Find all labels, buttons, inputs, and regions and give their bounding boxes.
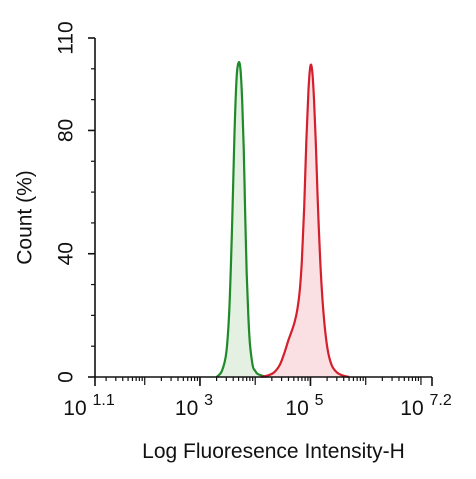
- series-2-line: [261, 63, 350, 379]
- series-2-area: [261, 64, 350, 377]
- y-axis-title: Count (%): [14, 170, 37, 265]
- x-tick-base: 10: [175, 397, 204, 420]
- x-axis-title: Log Fluoresence Intensity-H: [142, 440, 405, 463]
- x-tick-exponent: 5: [315, 392, 324, 409]
- y-tick-label-2: 80: [55, 119, 78, 142]
- x-tick-label-3: 10 7.2: [400, 392, 452, 420]
- series-1-line: [215, 60, 267, 379]
- x-tick-base: 10: [285, 397, 314, 420]
- y-tick-label-3: 110: [55, 21, 78, 54]
- series-1-area: [216, 62, 267, 377]
- x-tick-exponent: 1.1: [92, 392, 114, 409]
- axes-layer: [88, 37, 433, 386]
- series-layer: [215, 60, 350, 379]
- x-tick-label-0: 10 1.1: [63, 392, 115, 420]
- y-tick-label-1: 40: [55, 242, 78, 265]
- y-tick-label-0: 0: [55, 371, 78, 383]
- x-tick-base: 10: [63, 397, 92, 420]
- x-tick-label-2: 10 5: [285, 392, 323, 420]
- x-tick-exponent: 3: [204, 392, 213, 409]
- x-tick-base: 10: [400, 397, 429, 420]
- x-tick-label-1: 10 3: [175, 392, 213, 420]
- x-tick-exponent: 7.2: [429, 392, 451, 409]
